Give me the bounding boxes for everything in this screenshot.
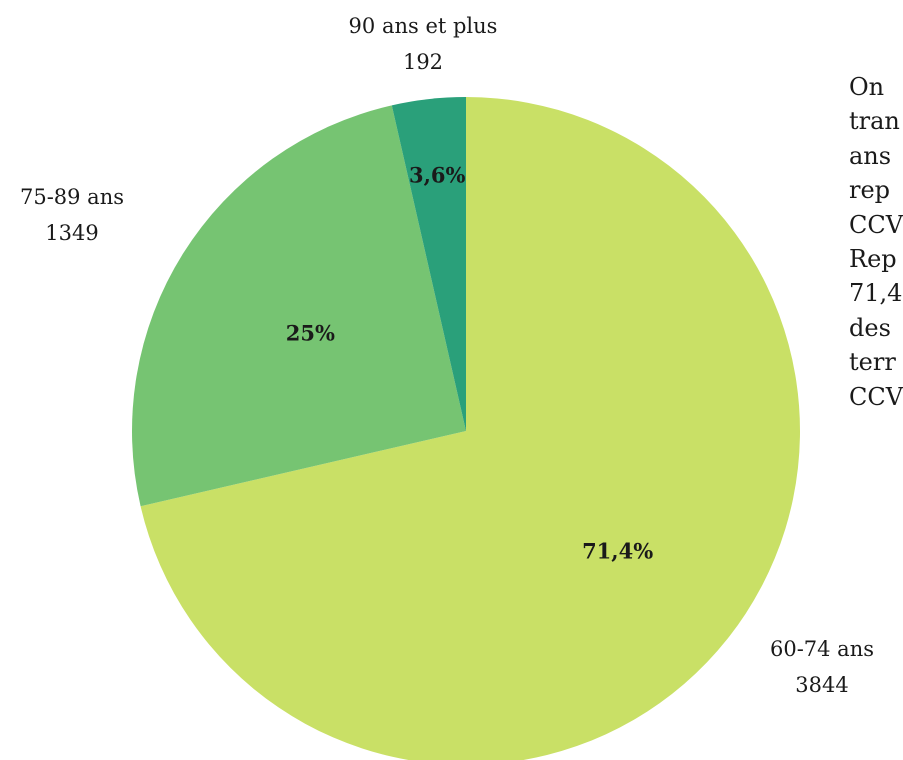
slice-percent-label: 3,6% xyxy=(409,162,466,187)
description-text: On tran ans rep CCV Rep 71,4 des terr CC… xyxy=(849,70,903,414)
slice-percent-label: 71,4% xyxy=(582,539,653,564)
pie-slices xyxy=(132,97,800,760)
description-line: Rep xyxy=(849,245,897,274)
description-line: rep xyxy=(849,176,891,205)
pie-labels: 71,4% 60-74 ans 3844 25% 75-89 ans 1349 3,6% 90… xyxy=(20,14,874,697)
description-line: terr xyxy=(849,348,896,377)
description-line: 71,4 xyxy=(849,279,903,308)
slice-value-label: 1349 xyxy=(45,221,98,245)
description-line: tran xyxy=(849,107,900,136)
description-line: ans xyxy=(849,141,892,170)
description-line: des xyxy=(849,313,891,342)
description-line: CCV xyxy=(849,382,903,411)
slice-value-label: 192 xyxy=(403,50,443,74)
description-line: CCV xyxy=(849,210,903,239)
description-line: On xyxy=(849,73,885,101)
pie-slice xyxy=(140,97,800,760)
slice-category-label: 60-74 ans xyxy=(770,637,874,661)
slice-percent-label: 25% xyxy=(286,320,335,345)
slice-category-label: 90 ans et plus xyxy=(349,14,498,38)
pie-slice xyxy=(132,105,467,507)
slice-category-label: 75-89 ans xyxy=(20,185,124,209)
slice-value-label: 3844 xyxy=(795,673,848,697)
pie-slice xyxy=(391,97,466,431)
